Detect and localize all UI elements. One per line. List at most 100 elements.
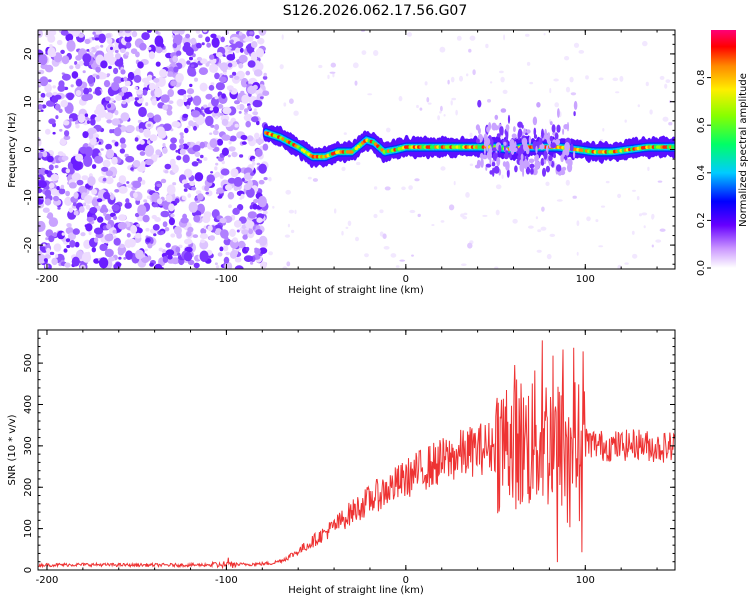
spectrogram-noise-blob [73,191,79,199]
spectrogram-ylabel: Frequency (Hz) [7,112,18,188]
spectrogram-faint-blob [439,111,442,114]
spectrogram-noise-blob [65,168,71,174]
spectrogram-faint-blob [619,75,624,82]
spectrogram-noise-blob [110,46,113,51]
spectrogram-faint-blob [546,253,552,260]
spectrogram-scatter-blob [573,111,576,117]
spectrogram-faint-blob [525,33,530,37]
spectrogram-noise-blob [125,41,132,49]
spectrogram-faint-blob [384,186,391,191]
spectrogram-faint-blob [343,132,347,135]
spectrogram-noise-blob [84,38,91,45]
spectrogram-noise-blob [38,69,45,75]
spectrogram-noise-blob [193,262,200,269]
spectrogram-faint-blob [367,93,373,96]
spectrogram-faint-blob [373,50,379,56]
spectrogram-scatter-blob [505,140,509,148]
spectrogram-noise-blob [136,95,144,104]
spectrogram-noise-blob [83,87,90,95]
spectrogram-faint-blob [334,208,337,214]
spectrogram-scatter-blob [533,127,537,136]
spectrogram-faint-blob [461,263,467,267]
spectrogram-noise-blob [262,90,270,96]
spectrogram-noise-blob [115,95,122,101]
spectrogram-noise-blob [245,70,251,76]
spectrogram-noise-blob [58,188,66,195]
spectrogram-noise-blob [38,54,48,66]
spectrogram-noise-blob [84,113,89,117]
spectrogram-faint-blob [450,76,455,83]
spectrogram-noise-blob [164,227,170,232]
spectrogram-noise-blob [160,94,170,103]
spectrogram-faint-blob [612,77,619,82]
spectrogram-noise-blob [160,230,165,235]
spectrogram-faint-blob [294,209,297,215]
spectrogram-scatter-blob [520,153,524,161]
spectrogram-scatter-blob [529,163,535,169]
spectrogram-faint-blob [631,230,635,235]
spectrogram-noise-blob [234,100,240,105]
spectrogram-noise-blob [125,155,135,163]
spectrogram-scatter-blob [485,137,491,146]
spectrogram-noise-blob [114,110,119,116]
spectrogram-noise-blob [96,75,100,80]
spectrogram-noise-blob [249,205,253,210]
spectrogram-noise-blob [250,51,257,59]
spectrogram-noise-blob [105,96,111,102]
spectrogram-noise-blob [90,118,96,126]
spectrogram-faint-blob [651,244,654,248]
spectrogram-noise-blob [239,154,244,158]
spectrogram-noise-blob [40,109,44,112]
spectrogram-noise-blob [263,177,268,181]
spectrogram-faint-blob [501,174,504,179]
spectrogram-noise-blob [106,223,112,230]
spectrogram-noise-blob [81,252,92,263]
spectrogram-faint-blob [487,99,491,103]
spectrogram-noise-blob [144,144,155,157]
spectrogram-noise-blob [56,39,63,46]
spectrogram-noise-blob [246,135,254,142]
spectrogram-noise-blob [72,202,77,207]
spectrogram-noise-blob [50,188,59,196]
spectrogram-faint-blob [451,97,457,101]
spectrogram-noise-blob [178,244,183,249]
spectrogram-noise-blob [44,189,52,197]
spectrogram-noise-blob [54,165,59,169]
spectrogram-noise-blob [250,41,258,48]
spectrogram-noise-blob [169,158,176,167]
spectrogram-faint-blob [386,127,391,133]
spectrogram-faint-blob [472,69,476,76]
spectrogram-faint-blob [624,262,629,265]
spectrogram-noise-blob [38,97,45,103]
spectrogram-noise-blob [45,91,53,98]
spectrogram-noise-blob [55,115,59,120]
spectrogram-noise-blob [61,55,70,65]
spectrogram-noise-blob [103,191,110,200]
spectrogram-noise-blob [206,174,215,183]
spectrogram-noise-blob [125,250,133,260]
spectrogram-faint-blob [289,98,294,104]
spectrogram-noise-blob [216,187,225,194]
spectrogram-noise-blob [238,31,243,36]
spectrogram-noise-blob [125,125,135,133]
spectrogram-noise-blob [90,46,97,53]
spectrogram-noise-blob [148,44,156,55]
spectrogram-noise-blob [162,123,172,131]
spectrogram-noise-blob [107,52,114,59]
spectrogram-noise-blob [56,186,60,191]
spectrogram-noise-blob [98,152,102,156]
spectrogram-noise-blob [205,62,210,67]
spectrogram-noise-blob [120,48,126,54]
spectrogram-noise-blob [258,163,267,174]
spectrogram-noise-blob [228,140,232,145]
spectrogram-noise-blob [177,89,187,96]
snr-series-line [38,340,675,570]
spectrogram-ytick-label: 20 [23,48,34,61]
spectrogram-faint-blob [469,163,474,167]
spectrogram-noise-blob [189,181,196,187]
spectrogram-faint-blob [272,205,275,209]
spectrogram-faint-blob [318,64,323,69]
spectrogram-faint-blob [382,233,387,239]
spectrogram-noise-blob [91,198,99,207]
spectrogram-noise-blob [91,247,97,253]
